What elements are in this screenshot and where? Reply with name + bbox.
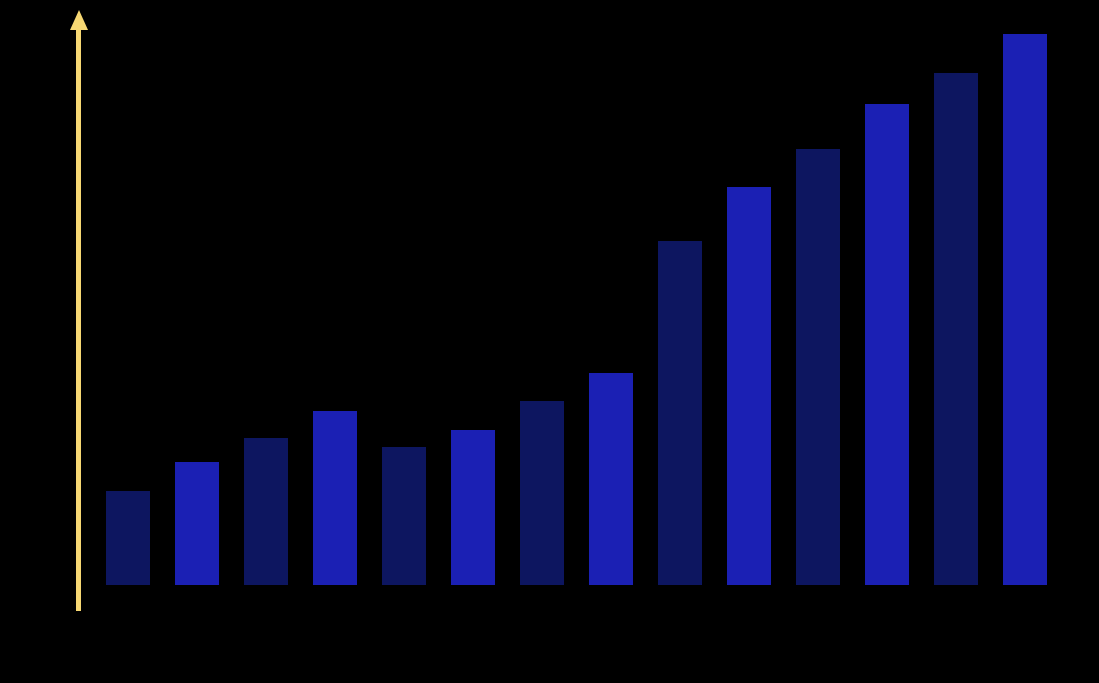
bar [934, 73, 978, 585]
bar [865, 104, 909, 585]
bar [106, 491, 150, 585]
bar [1003, 34, 1047, 585]
bar [175, 462, 219, 585]
bar [313, 411, 357, 585]
bar [520, 401, 564, 585]
bar [244, 438, 288, 585]
bar [589, 373, 633, 585]
bar [658, 241, 702, 585]
bar [727, 187, 771, 585]
bar [451, 430, 495, 585]
bar [796, 149, 840, 585]
bar [382, 447, 426, 585]
